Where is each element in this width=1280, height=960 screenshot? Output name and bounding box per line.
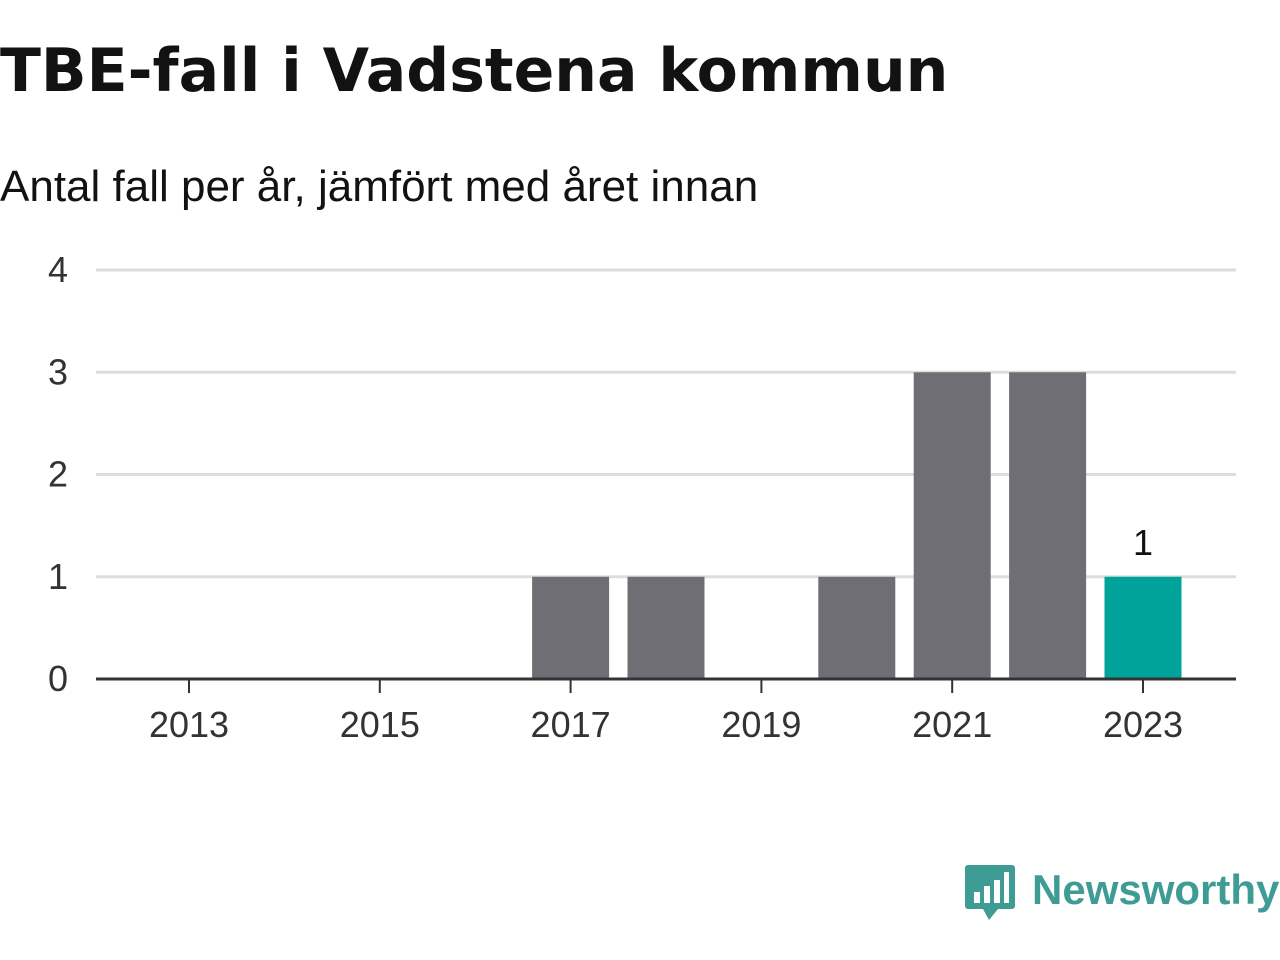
y-tick-label: 1 — [48, 556, 68, 597]
bar-2021 — [913, 372, 991, 679]
x-tick-label: 2015 — [340, 704, 420, 745]
x-tick-label: 2023 — [1103, 704, 1183, 745]
x-tick-label: 2013 — [149, 704, 229, 745]
y-tick-label: 0 — [48, 658, 68, 699]
y-tick-label: 3 — [48, 351, 68, 392]
bar-2023 — [1104, 576, 1182, 679]
brand-name: Newsworthy — [1032, 866, 1280, 913]
chart-title: TBE-fall i Vadstena kommun — [0, 36, 949, 106]
bars — [532, 372, 1182, 679]
x-axis-ticks: 2013 2015 2017 2019 2021 2023 — [149, 679, 1183, 745]
data-labels: 1 — [1133, 522, 1153, 563]
y-axis-ticks: 0 1 2 3 4 — [48, 249, 68, 699]
x-tick-label: 2017 — [531, 704, 611, 745]
x-tick-label: 2019 — [721, 704, 801, 745]
y-tick-label: 4 — [48, 249, 68, 290]
bar-2022 — [1009, 372, 1087, 679]
x-tick-label: 2021 — [912, 704, 992, 745]
chart-subtitle: Antal fall per år, jämfört med året inna… — [0, 162, 759, 211]
newsworthy-logo-icon — [965, 865, 1015, 920]
bar-2017 — [532, 576, 610, 679]
brand-logo: Newsworthy — [964, 862, 1279, 922]
bar-2018 — [627, 576, 705, 679]
bar-2020 — [818, 576, 896, 679]
data-label: 1 — [1133, 522, 1153, 563]
bar-chart: 0 1 2 3 4 2013 2015 2017 2019 2021 2023 1 — [48, 249, 1236, 745]
y-tick-label: 2 — [48, 454, 68, 495]
